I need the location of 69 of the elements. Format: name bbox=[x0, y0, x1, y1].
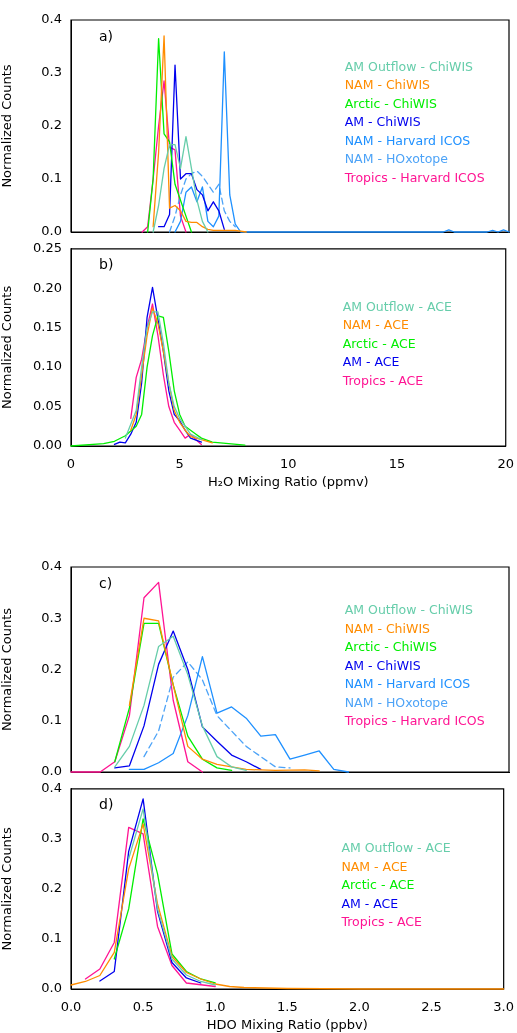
x-tick-label: 10 bbox=[280, 456, 297, 472]
y-tick-label: 0.00 bbox=[33, 437, 62, 453]
line-series bbox=[143, 661, 291, 769]
y-tick-label: 0.3 bbox=[41, 64, 62, 80]
y-tick-label: 0.20 bbox=[33, 279, 62, 295]
text: AM Outflow - ChiWIS bbox=[344, 58, 474, 74]
y-axis-title: Normalized Counts bbox=[0, 64, 15, 188]
y-tick-label: 0.3 bbox=[41, 830, 62, 846]
annotation: d) bbox=[99, 796, 114, 813]
text: AM Outflow - ACE bbox=[341, 840, 451, 856]
x-tick-label: 0.5 bbox=[132, 999, 154, 1015]
text: Arctic - ACE bbox=[342, 335, 416, 351]
x-tick-label: 0 bbox=[66, 456, 76, 472]
text: AM Outflow - ChiWIS bbox=[344, 602, 474, 618]
y-tick-label: 0.1 bbox=[41, 170, 62, 186]
text: Arctic - ChiWIS bbox=[344, 639, 437, 655]
y-axis-title: Normalized Counts bbox=[0, 827, 15, 951]
text: NAM - ChiWIS bbox=[344, 620, 431, 636]
text: AM - ChiWIS bbox=[344, 657, 421, 673]
x-tick-label: 3.0 bbox=[493, 999, 515, 1015]
annotation: c) bbox=[99, 574, 113, 591]
y-tick-label: 0.0 bbox=[41, 223, 62, 239]
text: AM - ACE bbox=[341, 895, 399, 911]
x-tick-label: 5 bbox=[175, 456, 184, 472]
y-tick-label: 0.10 bbox=[33, 358, 62, 374]
y-tick-label: 0.15 bbox=[33, 319, 62, 335]
text: NAM - ChiWIS bbox=[344, 77, 431, 93]
y-tick-label: 0.4 bbox=[41, 11, 62, 27]
x-axis-title: HDO Mixing Ratio (ppbv) bbox=[206, 1016, 368, 1032]
text: NAM - HOxotope bbox=[344, 694, 449, 710]
line-series bbox=[168, 170, 236, 233]
x-axis-title: H₂O Mixing Ratio (ppmv) bbox=[208, 473, 369, 489]
text: NAM - Harvard ICOS bbox=[344, 676, 471, 692]
y-tick-label: 0.4 bbox=[41, 780, 62, 796]
y-tick-label: 0.0 bbox=[41, 763, 62, 779]
text: Tropics - Harvard ICOS bbox=[343, 713, 485, 729]
annotation: b) bbox=[99, 256, 114, 273]
y-tick-label: 0.2 bbox=[41, 117, 62, 133]
text: AM - ACE bbox=[342, 354, 400, 370]
x-tick-label: 2.0 bbox=[349, 999, 370, 1015]
text: NAM - HOxotope bbox=[344, 151, 449, 167]
text: Tropics - Harvard ICOS bbox=[343, 169, 485, 185]
y-tick-label: 0.2 bbox=[41, 880, 62, 896]
x-tick-label: 2.5 bbox=[421, 999, 442, 1015]
y-tick-label: 0.1 bbox=[41, 712, 62, 728]
text: Arctic - ACE bbox=[341, 877, 415, 893]
x-tick-label: 1.5 bbox=[276, 999, 298, 1015]
y-tick-label: 0.3 bbox=[41, 609, 62, 625]
y-axis-title: Normalized Counts bbox=[0, 607, 15, 732]
y-tick-label: 0.1 bbox=[41, 930, 62, 946]
text: Tropics - ACE bbox=[341, 372, 424, 388]
x-tick-label: 20 bbox=[497, 456, 514, 472]
text: NAM - ACE bbox=[342, 317, 409, 333]
x-tick-label: 0.0 bbox=[60, 999, 82, 1015]
text: NAM - Harvard ICOS bbox=[344, 132, 471, 148]
y-axis-title: Normalized Counts bbox=[0, 285, 15, 410]
text: Tropics - ACE bbox=[340, 914, 423, 930]
y-tick-label: 0.25 bbox=[33, 240, 62, 256]
annotation: a) bbox=[99, 27, 114, 44]
text: AM Outflow - ACE bbox=[342, 298, 452, 314]
text: Arctic - ChiWIS bbox=[344, 95, 437, 111]
text: AM - ChiWIS bbox=[344, 114, 421, 130]
text: NAM - ACE bbox=[341, 858, 408, 874]
x-tick-label: 1.0 bbox=[204, 999, 226, 1015]
x-tick-label: 15 bbox=[388, 456, 406, 472]
y-tick-label: 0.0 bbox=[41, 980, 62, 996]
y-tick-label: 0.4 bbox=[41, 558, 62, 574]
y-tick-label: 0.05 bbox=[33, 397, 62, 413]
y-tick-label: 0.2 bbox=[41, 660, 62, 676]
